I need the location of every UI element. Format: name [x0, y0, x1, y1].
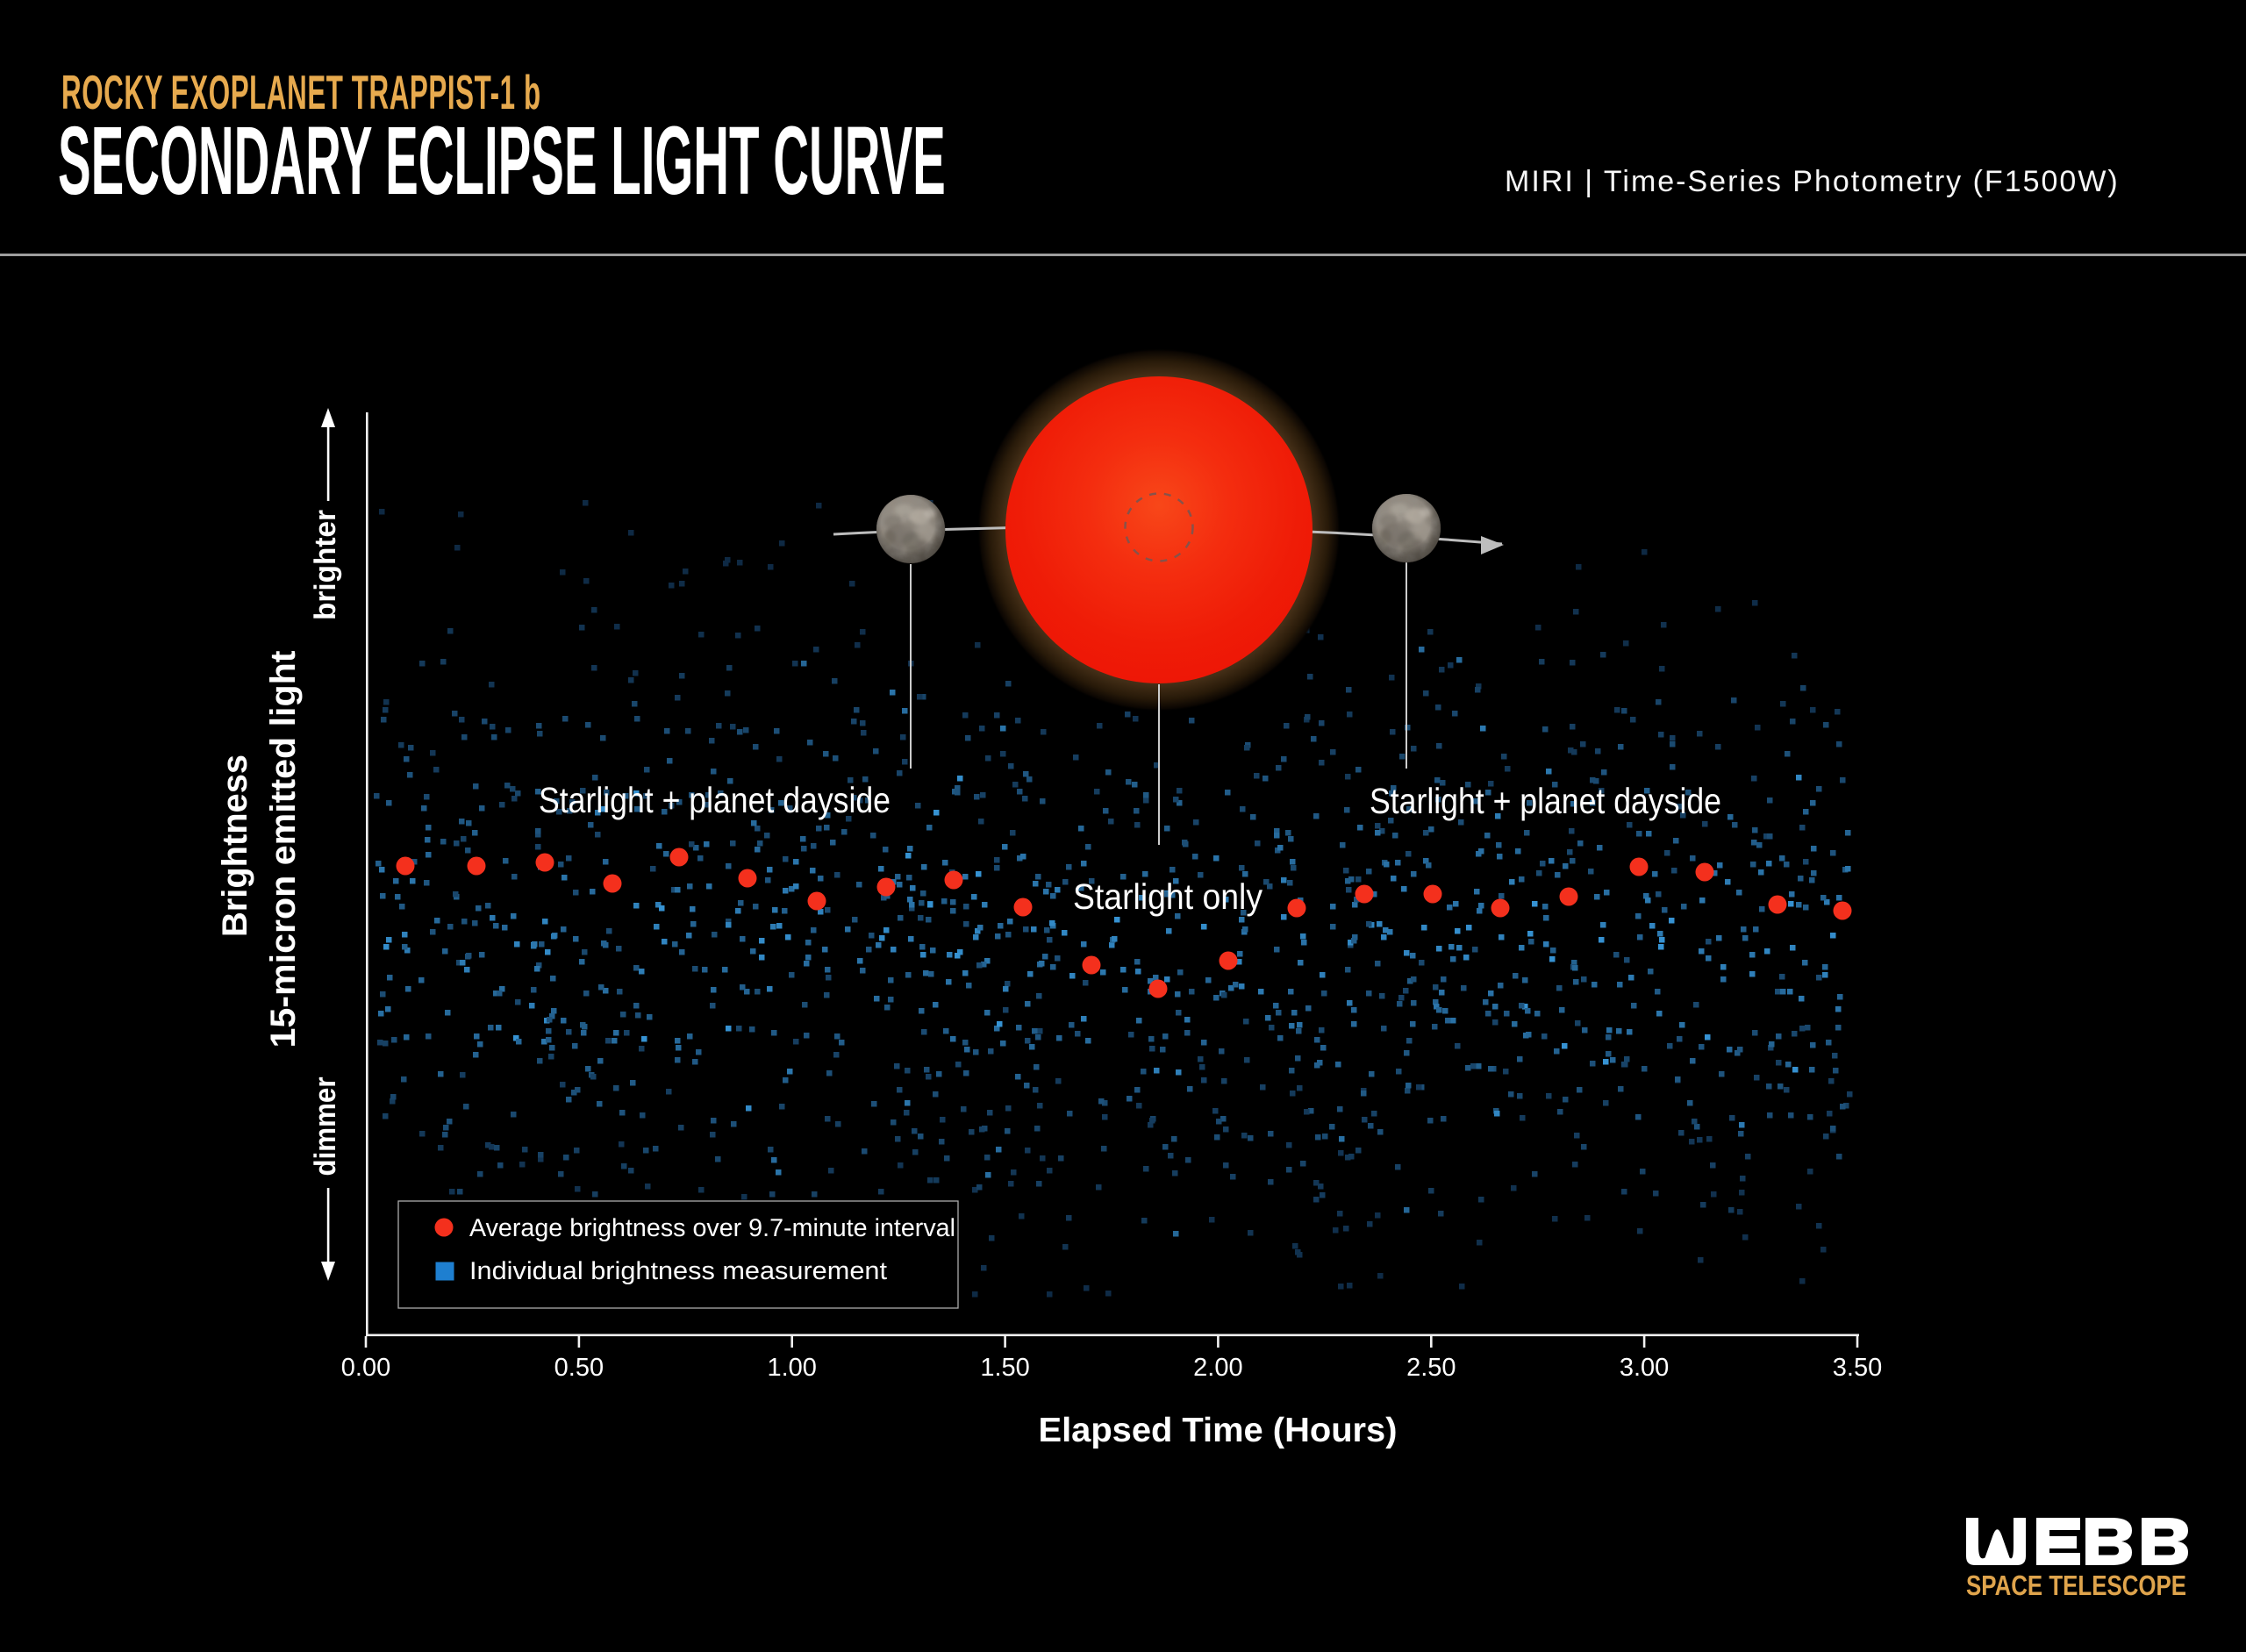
svg-text:Starlight + planet dayside: Starlight + planet dayside [1370, 781, 1721, 821]
svg-text:Elapsed Time (Hours): Elapsed Time (Hours) [1039, 1412, 1398, 1449]
svg-text:15-micron emitted light: 15-micron emitted light [264, 651, 303, 1048]
svg-text:Starlight only: Starlight only [1073, 876, 1262, 917]
svg-text:Average brightness over 9.7-mi: Average brightness over 9.7-minute inter… [469, 1214, 955, 1242]
svg-text:2.00: 2.00 [1193, 1354, 1242, 1382]
svg-text:0.00: 0.00 [341, 1354, 390, 1382]
svg-text:Starlight + planet dayside: Starlight + planet dayside [539, 780, 891, 820]
svg-text:0.50: 0.50 [554, 1354, 604, 1382]
svg-text:1.50: 1.50 [980, 1354, 1029, 1382]
svg-text:dimmer: dimmer [309, 1077, 342, 1176]
svg-text:Brightness: Brightness [216, 754, 254, 937]
svg-text:3.50: 3.50 [1833, 1354, 1882, 1382]
svg-text:SPACE TELESCOPE: SPACE TELESCOPE [1966, 1570, 2186, 1601]
svg-text:2.50: 2.50 [1406, 1354, 1456, 1382]
svg-text:1.00: 1.00 [767, 1354, 816, 1382]
svg-text:3.00: 3.00 [1620, 1354, 1669, 1382]
svg-text:brighter: brighter [309, 510, 342, 620]
svg-text:Individual brightness measurem: Individual brightness measurement [469, 1257, 887, 1285]
